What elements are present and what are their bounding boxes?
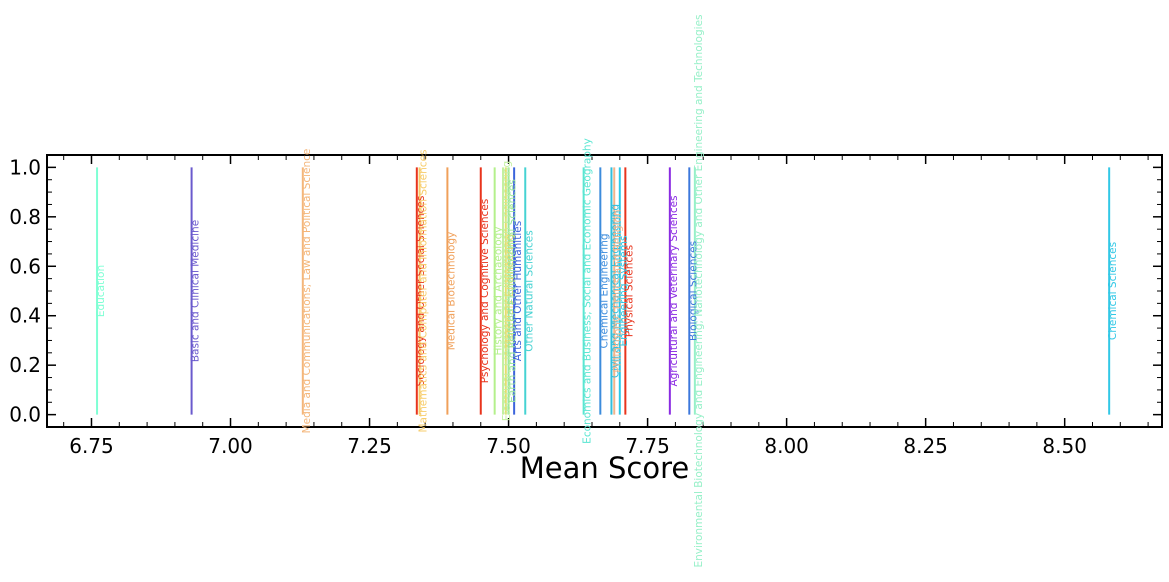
- event-label: Philosophy, Ethics and Religion: [612, 209, 624, 372]
- event-label: Sociology and Other Social Sciences: [415, 196, 427, 387]
- event-label: Economics and Business; Social and Econo…: [582, 138, 594, 444]
- y-tick-label: 0.8: [9, 205, 41, 229]
- event-label: Earth and Related Environmental Sciences: [507, 179, 519, 403]
- x-tick-label: 6.75: [69, 434, 114, 458]
- event-label: Electrical, Electronic and Information E…: [501, 161, 513, 421]
- x-axis-ticks: 6.75 7.00 7.25 7.50 7.75 8.00 8.25 8.50: [63, 155, 1149, 458]
- event-label: Media and Communications; Law and Politi…: [301, 149, 313, 434]
- x-tick-label: 8.50: [1042, 434, 1087, 458]
- event-labels: Education Basic and Clinical Medicine Medi…: [95, 14, 1119, 567]
- y-tick-label: 1.0: [9, 155, 41, 179]
- event-label: Engineering Systems: [618, 236, 630, 347]
- y-tick-label: 0.6: [9, 254, 41, 278]
- event-label: Psychology and Cognitive Sciences: [479, 199, 491, 384]
- event-label: Mathematics and Computer and Information…: [418, 149, 430, 432]
- event-label: Arts and Other Humanities: [512, 221, 524, 361]
- x-tick-label: 8.25: [903, 434, 948, 458]
- y-tick-label: 0.2: [9, 353, 41, 377]
- x-tick-label: 7.50: [486, 434, 531, 458]
- event-label: Education: [95, 265, 107, 317]
- event-label: Other Natural Sciences: [523, 230, 535, 351]
- event-label: Medical Biotechnology: [445, 232, 457, 350]
- event-label: History and Archaeology: [493, 226, 505, 355]
- x-axis-title: Mean Score: [520, 451, 689, 485]
- y-tick-label: 0.4: [9, 304, 41, 328]
- event-label: Agricultural and Veterinary Sciences: [668, 195, 680, 386]
- event-label: Physical Sciences: [623, 245, 635, 337]
- x-tick-label: 7.75: [625, 434, 670, 458]
- event-lines: [96, 167, 1111, 415]
- event-label: Basic and Clinical Medicine: [190, 220, 202, 362]
- y-axis-ticks: 0.0 0.2 0.4 0.6 0.8 1.0: [9, 155, 1162, 427]
- event-label: Materials Engineering: [504, 234, 516, 348]
- event-label: Chemical Engineering: [598, 233, 610, 348]
- y-tick-label: 0.0: [9, 403, 41, 427]
- x-tick-label: 7.25: [347, 434, 392, 458]
- event-label: Chemical Sciences: [1107, 242, 1119, 340]
- x-tick-label: 8.00: [764, 434, 809, 458]
- x-tick-label: 7.00: [208, 434, 253, 458]
- event-label: Biological Sciences: [687, 241, 699, 341]
- event-label: Environmental Biotechnology and Engineer…: [693, 14, 705, 567]
- event-label: Civil and Mechanical Engineering: [609, 204, 621, 378]
